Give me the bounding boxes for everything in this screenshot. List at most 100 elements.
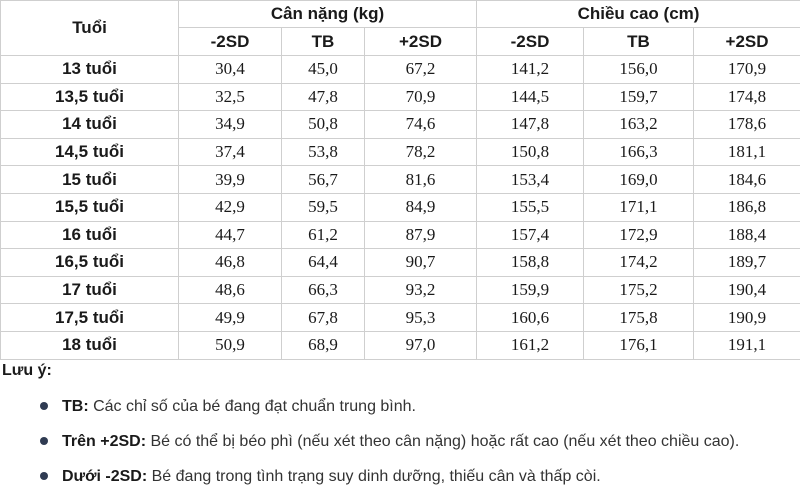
cell-height-avg: 175,2: [583, 275, 695, 305]
cell-weight-minus2sd: 30,4: [178, 55, 282, 84]
cell-height-plus2sd: 190,9: [693, 303, 800, 332]
cell-weight-avg: 66,3: [281, 275, 365, 305]
cell-weight-avg: 67,8: [281, 303, 365, 332]
cell-height-avg: 166,3: [583, 137, 695, 167]
cell-height-minus2sd: 160,6: [476, 303, 585, 332]
cell-weight-plus2sd: 90,7: [363, 248, 478, 277]
cell-height-plus2sd: 170,9: [693, 55, 800, 84]
table-row: 16 tuổi 44,7 61,2 87,9 157,4 172,9 188,4: [0, 220, 800, 250]
cell-height-plus2sd: 188,4: [693, 220, 800, 250]
cell-height-avg: 174,2: [583, 248, 695, 277]
table-row: 17 tuổi 48,6 66,3 93,2 159,9 175,2 190,4: [0, 275, 800, 305]
note-label: TB:: [62, 398, 89, 415]
header-height-group: Chiều cao (cm): [476, 0, 800, 28]
bullet-icon: [40, 471, 48, 480]
note-text: Bé đang trong tình trạng suy dinh dưỡng,…: [147, 468, 601, 485]
cell-height-plus2sd: 191,1: [693, 330, 800, 360]
cell-weight-minus2sd: 37,4: [178, 137, 282, 167]
table-body: 13 tuổi 30,4 45,0 67,2 141,2 156,0 170,9 13,5 t…: [0, 55, 800, 360]
cell-age: 14,5 tuổi: [0, 137, 179, 167]
subheader-height-avg: TB: [583, 27, 695, 56]
bullet-icon: [40, 401, 48, 410]
cell-age: 14 tuổi: [0, 110, 179, 139]
header-weight-group: Cân nặng (kg): [177, 0, 478, 28]
note-label: Trên +2SD:: [62, 433, 147, 450]
cell-weight-plus2sd: 67,2: [363, 55, 478, 84]
cell-age: 18 tuổi: [0, 330, 179, 360]
cell-weight-avg: 53,8: [281, 137, 365, 167]
cell-weight-avg: 56,7: [281, 165, 365, 194]
subheader-height-plus2sd: +2SD: [693, 27, 800, 56]
note-item: Dưới -2SD: Bé đang trong tình trạng suy …: [40, 468, 601, 486]
cell-age: 17,5 tuổi: [0, 303, 179, 332]
cell-height-minus2sd: 147,8: [476, 110, 585, 139]
cell-weight-plus2sd: 78,2: [363, 137, 478, 167]
cell-weight-avg: 61,2: [281, 220, 365, 250]
cell-weight-avg: 68,9: [281, 330, 365, 360]
cell-height-plus2sd: 181,1: [693, 137, 800, 167]
table-row: 13,5 tuổi 32,5 47,8 70,9 144,5 159,7 174,8: [0, 82, 800, 112]
table-row: 16,5 tuổi 46,8 64,4 90,7 158,8 174,2 189,7: [0, 248, 800, 277]
cell-weight-minus2sd: 34,9: [178, 110, 282, 139]
note-item: Trên +2SD: Bé có thể bị béo phì (nếu xét…: [40, 433, 739, 451]
cell-weight-minus2sd: 44,7: [178, 220, 282, 250]
table-row: 18 tuổi 50,9 68,9 97,0 161,2 176,1 191,1: [0, 330, 800, 360]
subheader-weight-avg: TB: [281, 27, 365, 56]
cell-weight-minus2sd: 48,6: [178, 275, 282, 305]
cell-height-avg: 159,7: [583, 82, 695, 112]
cell-age: 16 tuổi: [0, 220, 179, 250]
cell-weight-plus2sd: 70,9: [363, 82, 478, 112]
cell-height-plus2sd: 190,4: [693, 275, 800, 305]
cell-age: 15 tuổi: [0, 165, 179, 194]
notes-title: Lưu ý:: [2, 362, 52, 379]
growth-standard-table: Tuổi Cân nặng (kg) Chiều cao (cm) -2SD T…: [0, 0, 800, 360]
cell-weight-plus2sd: 87,9: [363, 220, 478, 250]
cell-weight-minus2sd: 50,9: [178, 330, 282, 360]
cell-height-avg: 169,0: [583, 165, 695, 194]
note-item: TB: Các chỉ số của bé đang đạt chuẩn tru…: [40, 398, 416, 416]
subheader-height-minus2sd: -2SD: [476, 27, 585, 56]
cell-height-plus2sd: 178,6: [693, 110, 800, 139]
table-row: 15,5 tuổi 42,9 59,5 84,9 155,5 171,1 186,8: [0, 192, 800, 222]
note-text: Các chỉ số của bé đang đạt chuẩn trung b…: [88, 398, 416, 415]
cell-height-minus2sd: 153,4: [476, 165, 585, 194]
cell-weight-plus2sd: 74,6: [363, 110, 478, 139]
cell-weight-minus2sd: 46,8: [178, 248, 282, 277]
cell-weight-avg: 47,8: [281, 82, 365, 112]
cell-height-plus2sd: 186,8: [693, 192, 800, 222]
cell-height-minus2sd: 141,2: [476, 55, 585, 84]
subheader-weight-plus2sd: +2SD: [363, 27, 478, 56]
cell-height-avg: 172,9: [583, 220, 695, 250]
table-row: 14 tuổi 34,9 50,8 74,6 147,8 163,2 178,6: [0, 110, 800, 139]
cell-height-minus2sd: 155,5: [476, 192, 585, 222]
table-row: 13 tuổi 30,4 45,0 67,2 141,2 156,0 170,9: [0, 55, 800, 84]
cell-height-minus2sd: 159,9: [476, 275, 585, 305]
cell-height-avg: 171,1: [583, 192, 695, 222]
header-age: Tuổi: [0, 0, 179, 56]
bullet-icon: [40, 436, 48, 445]
cell-weight-plus2sd: 81,6: [363, 165, 478, 194]
cell-height-plus2sd: 174,8: [693, 82, 800, 112]
cell-height-plus2sd: 189,7: [693, 248, 800, 277]
cell-height-avg: 156,0: [583, 55, 695, 84]
cell-weight-minus2sd: 42,9: [178, 192, 282, 222]
note-text: Bé có thể bị béo phì (nếu xét theo cân n…: [146, 433, 740, 450]
cell-age: 16,5 tuổi: [0, 248, 179, 277]
cell-height-minus2sd: 157,4: [476, 220, 585, 250]
cell-height-avg: 163,2: [583, 110, 695, 139]
cell-height-minus2sd: 158,8: [476, 248, 585, 277]
cell-weight-avg: 50,8: [281, 110, 365, 139]
cell-height-avg: 175,8: [583, 303, 695, 332]
cell-weight-minus2sd: 32,5: [178, 82, 282, 112]
cell-age: 13,5 tuổi: [0, 82, 179, 112]
note-label: Dưới -2SD:: [62, 468, 148, 485]
cell-age: 17 tuổi: [0, 275, 179, 305]
cell-age: 15,5 tuổi: [0, 192, 179, 222]
subheader-weight-minus2sd: -2SD: [178, 27, 282, 56]
cell-weight-avg: 59,5: [281, 192, 365, 222]
cell-height-avg: 176,1: [583, 330, 695, 360]
cell-height-minus2sd: 150,8: [476, 137, 585, 167]
cell-weight-minus2sd: 39,9: [178, 165, 282, 194]
cell-height-plus2sd: 184,6: [693, 165, 800, 194]
cell-weight-avg: 64,4: [281, 248, 365, 277]
